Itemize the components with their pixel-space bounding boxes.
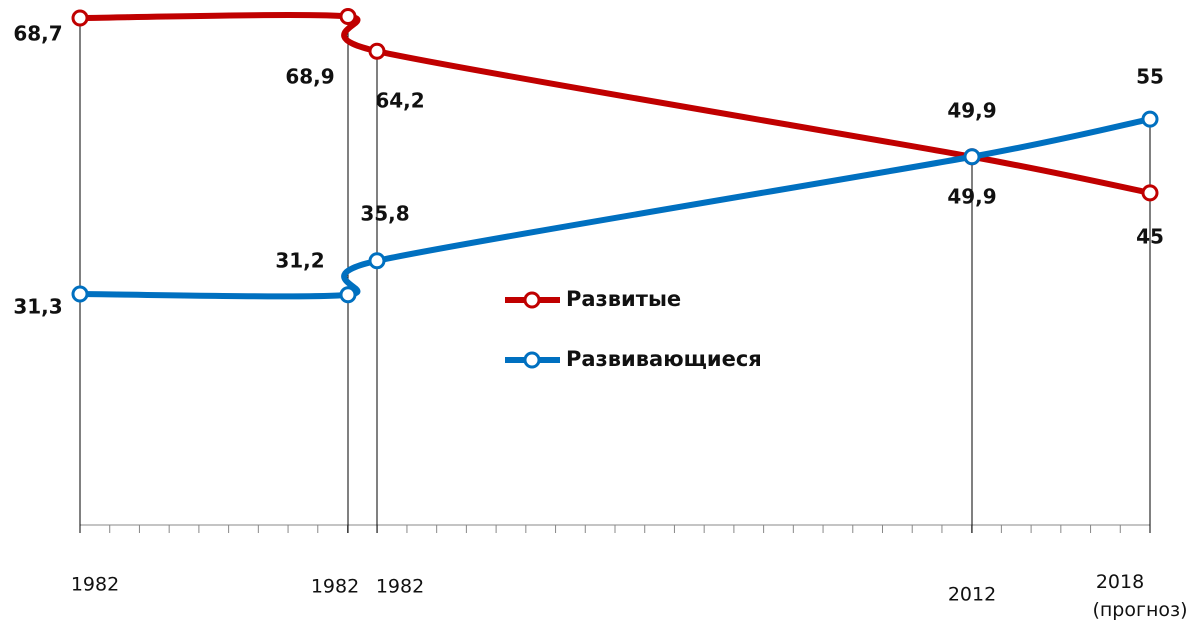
series-line xyxy=(79,12,1151,196)
point-marker xyxy=(71,9,89,27)
data-label: 49,9 xyxy=(947,185,996,209)
series-line xyxy=(79,116,1151,300)
data-label: 49,9 xyxy=(947,99,996,123)
x-tick-label: 1982 xyxy=(376,576,424,598)
legend-label: Развитые xyxy=(566,287,681,311)
x-tick-label: 1982 xyxy=(71,574,119,596)
data-label: 55 xyxy=(1136,65,1164,89)
x-tick-label: 1982 xyxy=(311,576,359,598)
data-label: 31,2 xyxy=(275,249,324,273)
point-marker xyxy=(368,252,386,270)
data-label: 45 xyxy=(1136,225,1164,249)
point-marker xyxy=(339,8,357,26)
legend-label: Развивающиеся xyxy=(566,347,762,371)
point-marker xyxy=(1141,110,1159,128)
legend-marker xyxy=(523,351,541,369)
x-tick-label: 2018 (прогноз) xyxy=(1092,571,1187,621)
data-label: 68,7 xyxy=(13,22,62,46)
point-marker xyxy=(1141,184,1159,202)
data-label: 64,2 xyxy=(375,89,424,113)
point-marker xyxy=(71,285,89,303)
point-marker xyxy=(368,42,386,60)
point-marker xyxy=(339,286,357,304)
data-label: 68,9 xyxy=(285,65,334,89)
data-label: 31,3 xyxy=(13,295,62,319)
point-marker xyxy=(963,148,981,166)
x-tick-label: 2012 xyxy=(948,584,996,606)
legend-marker xyxy=(523,291,541,309)
data-label: 35,8 xyxy=(360,202,409,226)
